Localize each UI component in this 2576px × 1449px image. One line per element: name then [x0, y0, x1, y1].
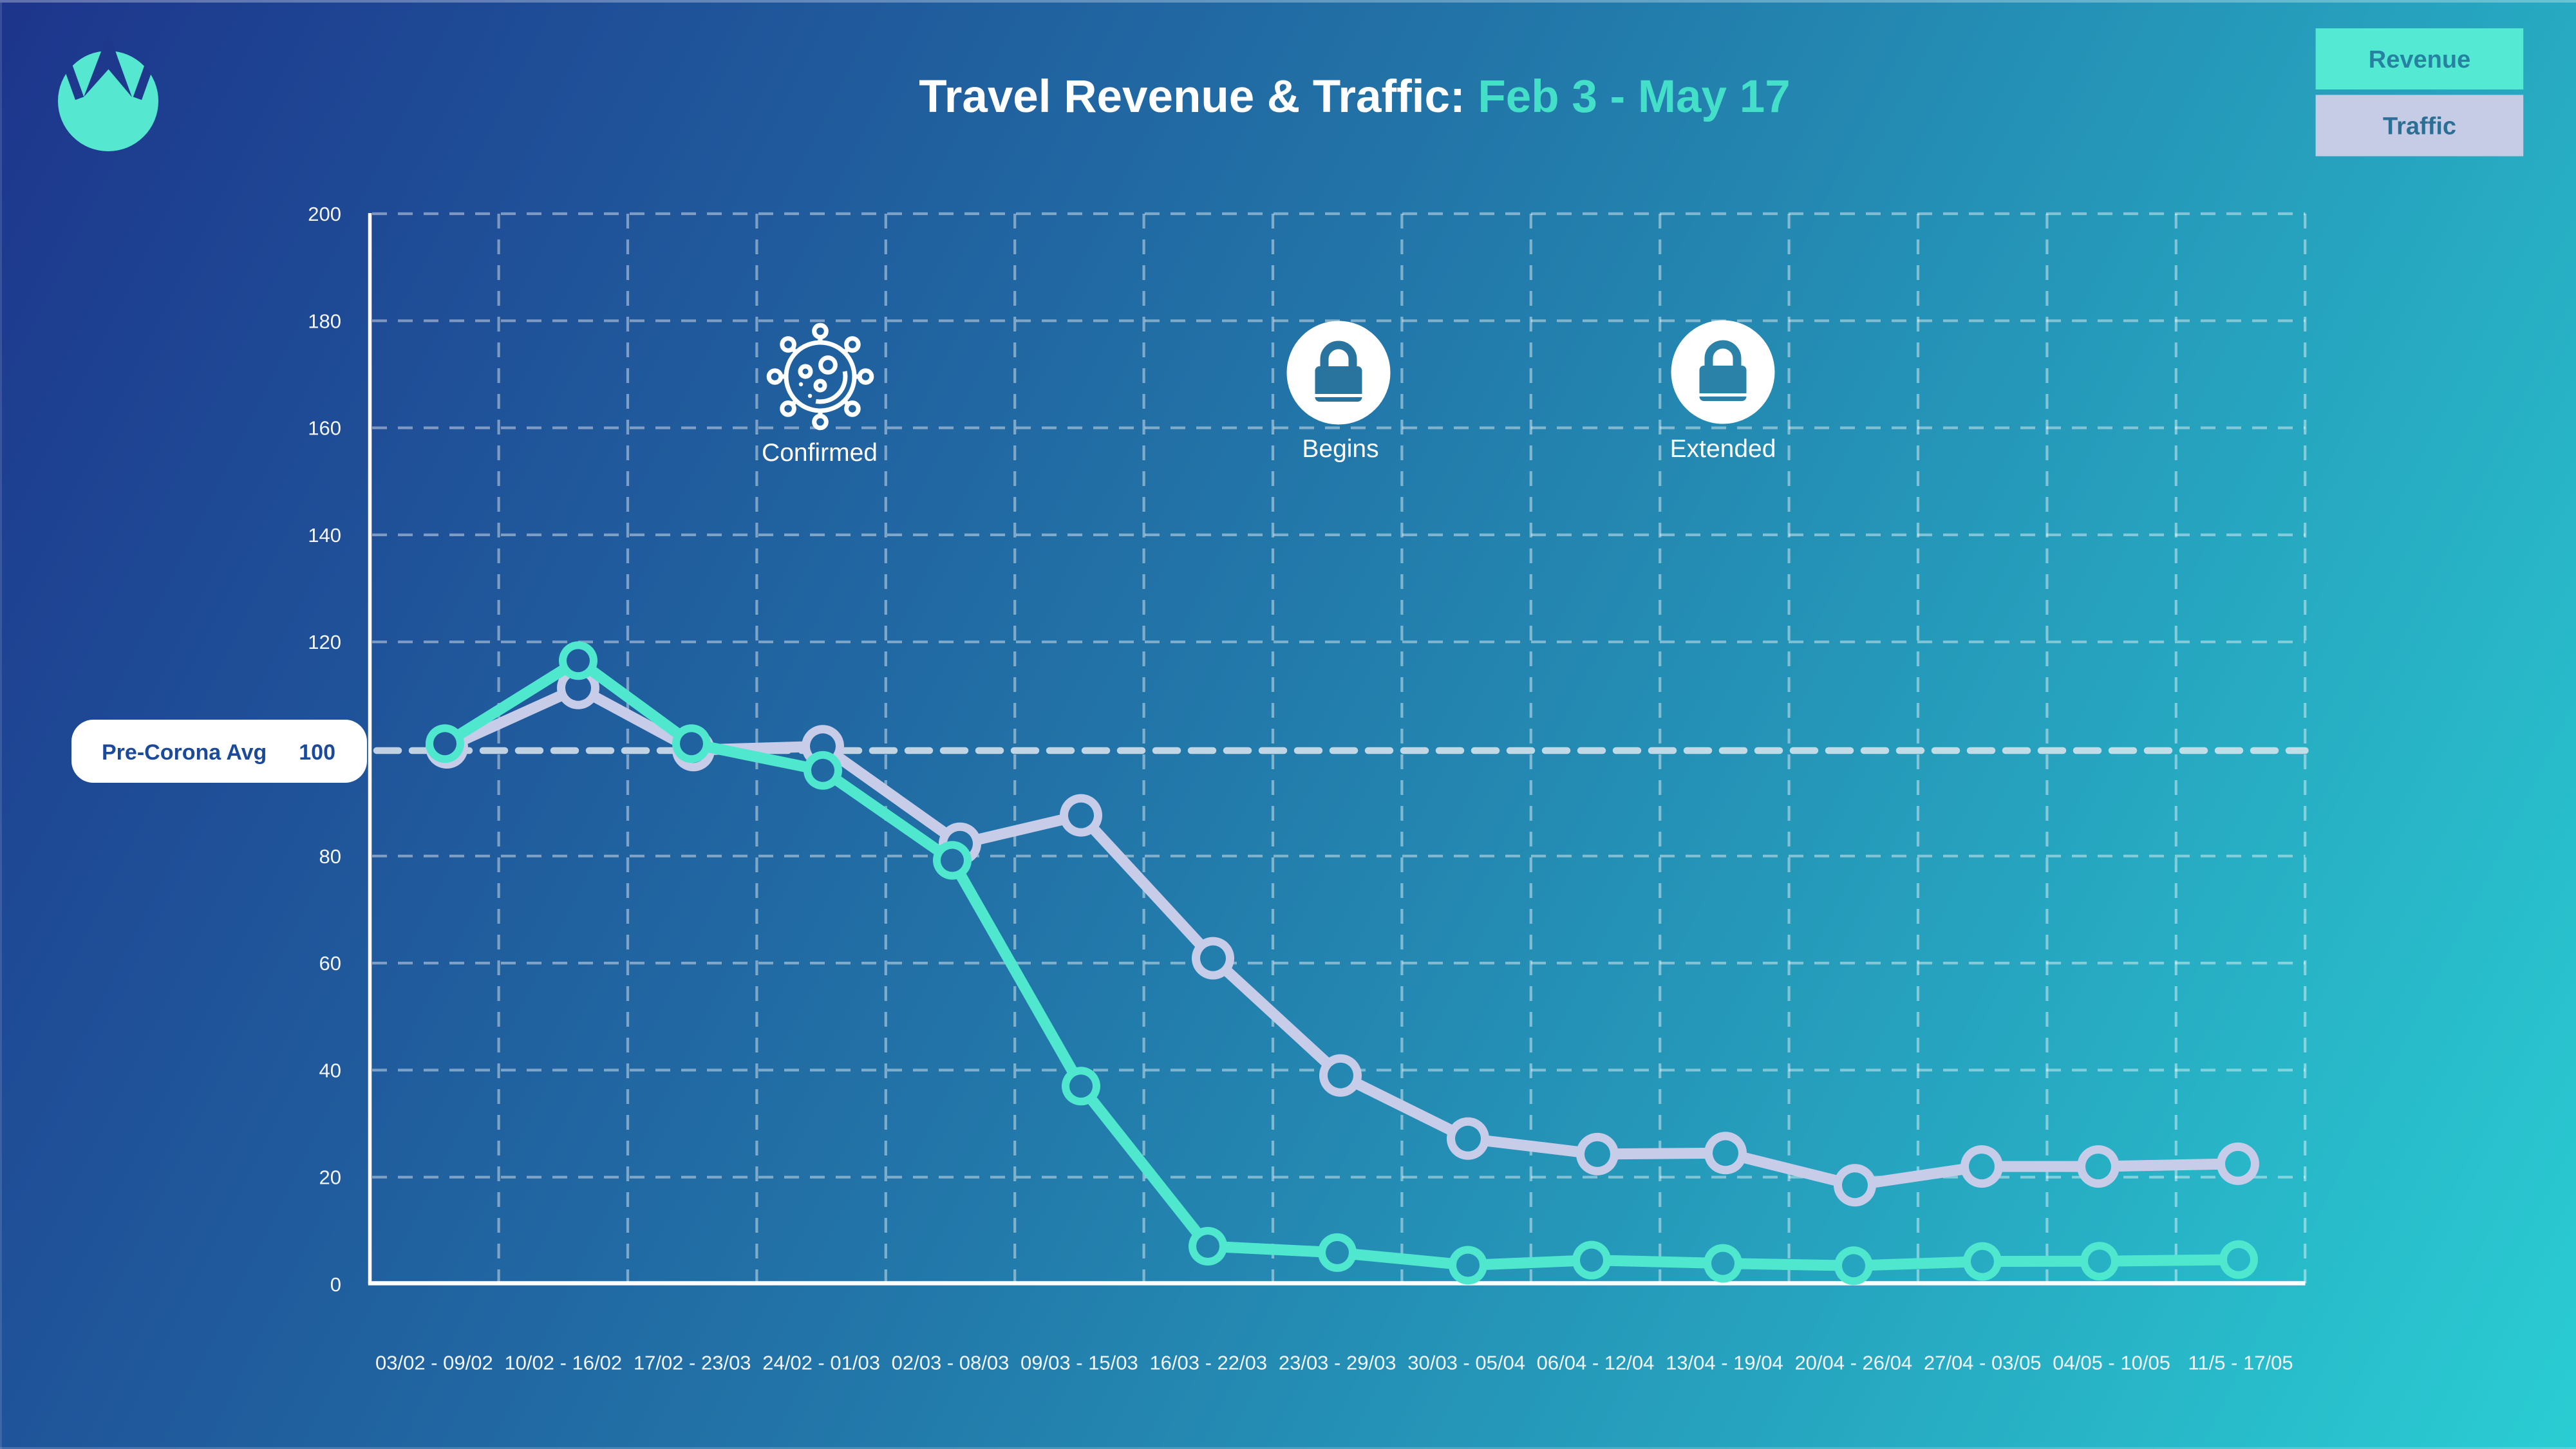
svg-text:160: 160	[308, 417, 341, 440]
svg-text:Extended: Extended	[1670, 435, 1776, 463]
svg-text:40: 40	[319, 1059, 341, 1081]
svg-text:100: 100	[299, 740, 335, 765]
svg-text:09/03 - 15/03: 09/03 - 15/03	[1020, 1352, 1138, 1374]
svg-text:0: 0	[330, 1273, 341, 1296]
svg-text:Pre-Corona Avg: Pre-Corona Avg	[102, 740, 267, 765]
svg-text:04/05 - 10/05: 04/05 - 10/05	[2053, 1352, 2170, 1374]
svg-text:20: 20	[319, 1166, 341, 1189]
svg-text:140: 140	[308, 524, 341, 547]
svg-text:20/04 - 26/04: 20/04 - 26/04	[1794, 1352, 1912, 1374]
svg-text:60: 60	[319, 952, 341, 975]
svg-text:24/02 - 01/03: 24/02 - 01/03	[762, 1352, 880, 1374]
svg-text:11/5 - 17/05: 11/5 - 17/05	[2188, 1352, 2293, 1374]
svg-text:27/04 - 03/05: 27/04 - 03/05	[1924, 1352, 2042, 1374]
svg-text:Begins: Begins	[1302, 435, 1378, 463]
svg-text:17/02 - 23/03: 17/02 - 23/03	[634, 1352, 751, 1374]
svg-text:200: 200	[308, 203, 341, 225]
svg-text:16/03 - 22/03: 16/03 - 22/03	[1149, 1352, 1267, 1374]
svg-text:Travel Revenue & Traffic: Feb: Travel Revenue & Traffic: Feb 3 - May 17	[919, 71, 1790, 122]
svg-text:06/04 - 12/04: 06/04 - 12/04	[1537, 1352, 1655, 1374]
svg-text:80: 80	[319, 845, 341, 868]
svg-text:30/03 - 05/04: 30/03 - 05/04	[1407, 1352, 1525, 1374]
svg-text:23/03 - 29/03: 23/03 - 29/03	[1279, 1352, 1396, 1374]
svg-text:02/03 - 08/03: 02/03 - 08/03	[892, 1352, 1010, 1374]
svg-text:03/02 - 09/02: 03/02 - 09/02	[375, 1352, 493, 1374]
svg-text:Revenue: Revenue	[2369, 46, 2470, 73]
svg-text:13/04 - 19/04: 13/04 - 19/04	[1666, 1352, 1783, 1374]
svg-text:Traffic: Traffic	[2383, 113, 2456, 140]
svg-text:180: 180	[308, 310, 341, 332]
svg-text:10/02 - 16/02: 10/02 - 16/02	[504, 1352, 622, 1374]
svg-text:Confirmed: Confirmed	[762, 439, 878, 467]
svg-text:120: 120	[308, 631, 341, 653]
